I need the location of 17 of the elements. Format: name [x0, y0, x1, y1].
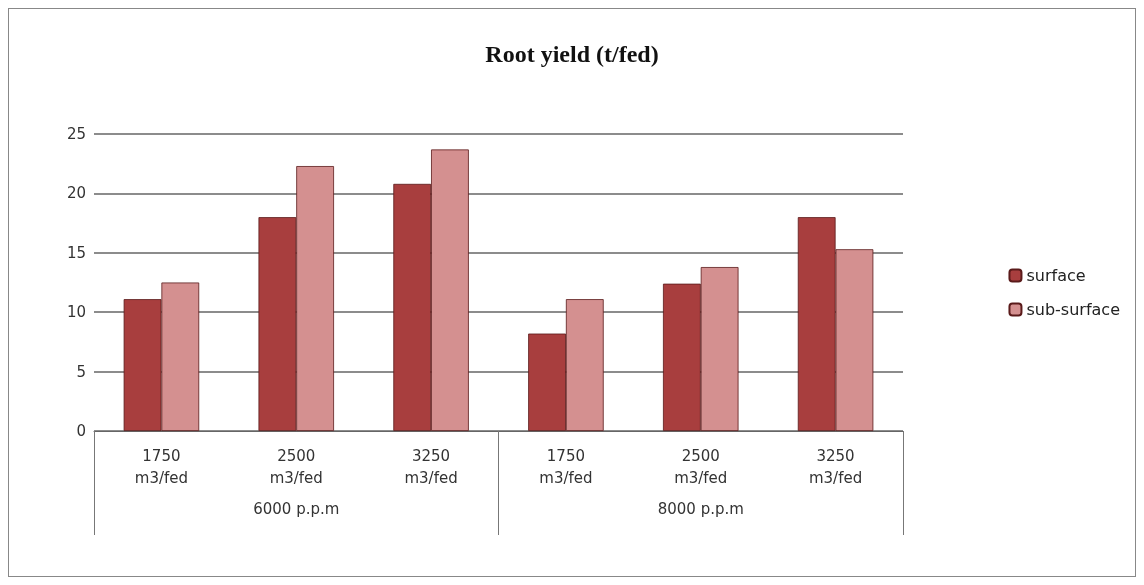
- y-tick-label: 20: [66, 184, 86, 203]
- chart-title: Root yield (t/fed): [485, 41, 659, 67]
- y-tick-label: 25: [66, 125, 86, 143]
- text: 8000 p.p.m: [657, 499, 744, 518]
- x-tick-label: 3250 m3/fed: [404, 447, 458, 487]
- x-tick-label: 1750 m3/fed: [134, 447, 189, 487]
- x-tick-label: 2500 m3/fed: [674, 447, 728, 487]
- legend-label: surface: [1026, 266, 1086, 285]
- x-tick-label: 2500 m3/fed: [269, 447, 323, 487]
- y-tick-label: 10: [66, 303, 86, 322]
- legend-label: sub-surface: [1026, 300, 1121, 319]
- y-tick-label: 15: [66, 243, 86, 262]
- text: 6000 p.p.m: [253, 499, 340, 518]
- y-tick-label: 0: [76, 422, 86, 440]
- x-tick-label: 1750 m3/fed: [539, 447, 593, 487]
- x-tick-label: 3250 m3/fed: [808, 447, 863, 487]
- y-tick-label: 5: [76, 362, 86, 381]
